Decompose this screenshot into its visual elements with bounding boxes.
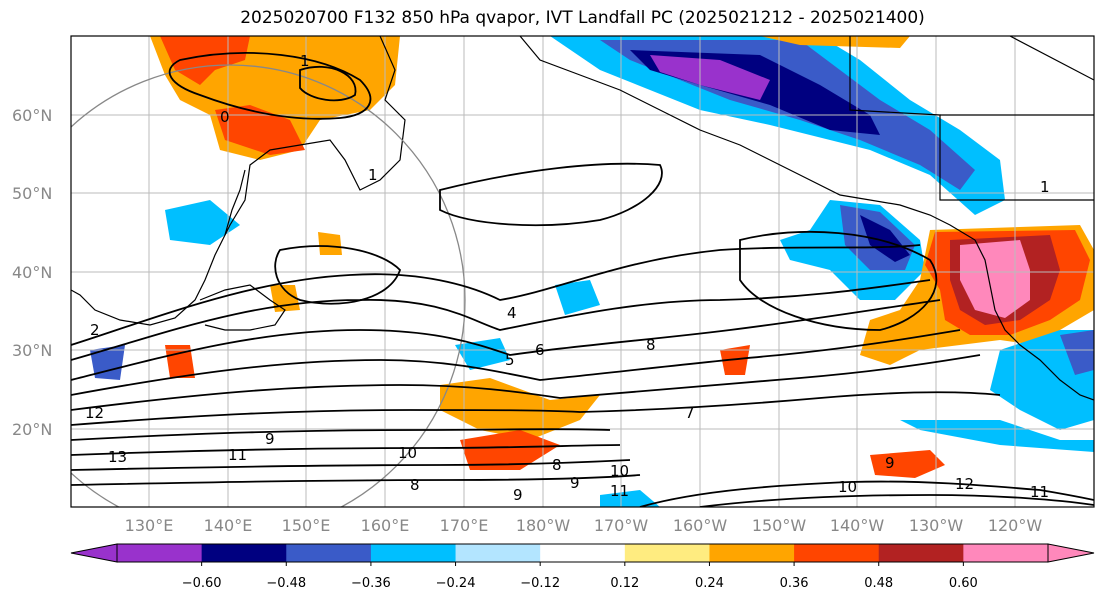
contour-label: 6 [535, 341, 545, 359]
contour-label: 13 [108, 448, 127, 466]
colorbar-segment [455, 544, 541, 562]
anomaly-fill-misc [90, 200, 945, 507]
coastlines [71, 36, 1094, 401]
contour-label: 8 [552, 456, 562, 474]
contour-label: 0 [220, 108, 230, 126]
lat-label: 50°N [12, 184, 52, 203]
colorbar-tick-label: −0.24 [436, 576, 476, 591]
colorbar-tick-label: 0.48 [864, 576, 893, 591]
lon-label: 130°W [909, 516, 964, 535]
colorbar-high-extend [1047, 543, 1095, 563]
colorbar-segments [116, 543, 1049, 563]
lon-label: 140°E [204, 516, 253, 535]
lat-label: 20°N [12, 420, 52, 439]
contour-label: 12 [85, 404, 104, 422]
lon-label: 120°W [988, 516, 1043, 535]
lat-label: 60°N [12, 106, 52, 125]
contour-label: 9 [513, 486, 523, 504]
contour-label: 12 [955, 475, 974, 493]
colorbar-segment [540, 544, 626, 562]
colorbar-segment [117, 544, 203, 562]
map-frame [70, 35, 1095, 508]
colorbar-tick-label: −0.48 [266, 576, 306, 591]
lon-label: 160°W [673, 516, 728, 535]
colorbar-tick-label: 0.24 [695, 576, 724, 591]
anomaly-fill-westcoast [860, 225, 1094, 365]
contour-label: 11 [610, 482, 629, 500]
contour-label: 11 [228, 446, 247, 464]
colorbar-segment [370, 544, 457, 562]
colorbar-segment [201, 544, 287, 562]
colorbar-tick-label: −0.60 [182, 576, 222, 591]
colorbar-segment [709, 544, 795, 562]
anomaly-fill-mexico [900, 330, 1094, 452]
contour-label: 9 [265, 430, 275, 448]
colorbar-segment [624, 544, 710, 562]
lon-label: 150°W [752, 516, 807, 535]
contour-label: 1 [368, 166, 378, 184]
lon-label: 150°E [282, 516, 331, 535]
lat-label: 40°N [12, 263, 52, 282]
graticule [71, 36, 1094, 507]
lon-label: 180°W [516, 516, 571, 535]
contour-label: 8 [410, 476, 420, 494]
contour-label: 1 [1040, 178, 1050, 196]
colorbar-tick-label: −0.36 [351, 576, 391, 591]
contour-label: 9 [570, 474, 580, 492]
contour-label: 11 [1030, 483, 1049, 501]
lon-label: 140°W [830, 516, 885, 535]
longitude-labels: 130°E 140°E 150°E 160°E 170°E 180°W 170°… [125, 516, 1043, 535]
colorbar-segment [286, 544, 372, 562]
contour-label: 10 [838, 478, 857, 496]
contour-label: 10 [398, 444, 417, 462]
lon-label: 130°E [125, 516, 174, 535]
contour-label-group: 1 0 1 2 12 13 11 9 10 4 5 6 8 7 8 10 11 … [85, 52, 1050, 504]
colorbar-low-extend [70, 543, 118, 563]
contour-label: 9 [885, 454, 895, 472]
contour-label: 2 [90, 321, 100, 339]
contour-label: 5 [505, 351, 515, 369]
contour-label: 1 [300, 52, 310, 70]
anomaly-fill-gulf [780, 200, 925, 300]
colorbar-tick-label: 0.36 [780, 576, 809, 591]
ivt-landfall-circle [71, 64, 466, 507]
map-contents: 1 0 1 2 12 13 11 9 10 4 5 6 8 7 8 10 11 … [71, 36, 1094, 507]
contour-label: 10 [610, 462, 629, 480]
colorbar-segment [878, 544, 964, 562]
colorbar: −0.60 −0.48 −0.36 −0.24 −0.12 0.12 0.24 0.36 0.4… [70, 543, 1095, 591]
lon-label: 160°E [361, 516, 410, 535]
colorbar-segment [963, 544, 1049, 562]
colorbar-tick-label: 0.12 [610, 576, 639, 591]
lon-label: 170°W [594, 516, 649, 535]
contour-label: 7 [685, 404, 695, 422]
contour-label: 8 [646, 336, 656, 354]
colorbar-tick-label: 0.60 [949, 576, 978, 591]
contour-label: 4 [507, 304, 517, 322]
colorbar-segment [794, 544, 880, 562]
colorbar-tick-label: −0.12 [520, 576, 560, 591]
latitude-labels: 60°N 50°N 40°N 30°N 20°N [12, 106, 52, 439]
contours [71, 52, 1094, 507]
map-title: 2025020700 F132 850 hPa qvapor, IVT Land… [240, 8, 925, 28]
lon-label: 170°E [440, 516, 489, 535]
colorbar-tick-labels: −0.60 −0.48 −0.36 −0.24 −0.12 0.12 0.24 0.36 0.4… [182, 562, 978, 591]
lat-label: 30°N [12, 341, 52, 360]
